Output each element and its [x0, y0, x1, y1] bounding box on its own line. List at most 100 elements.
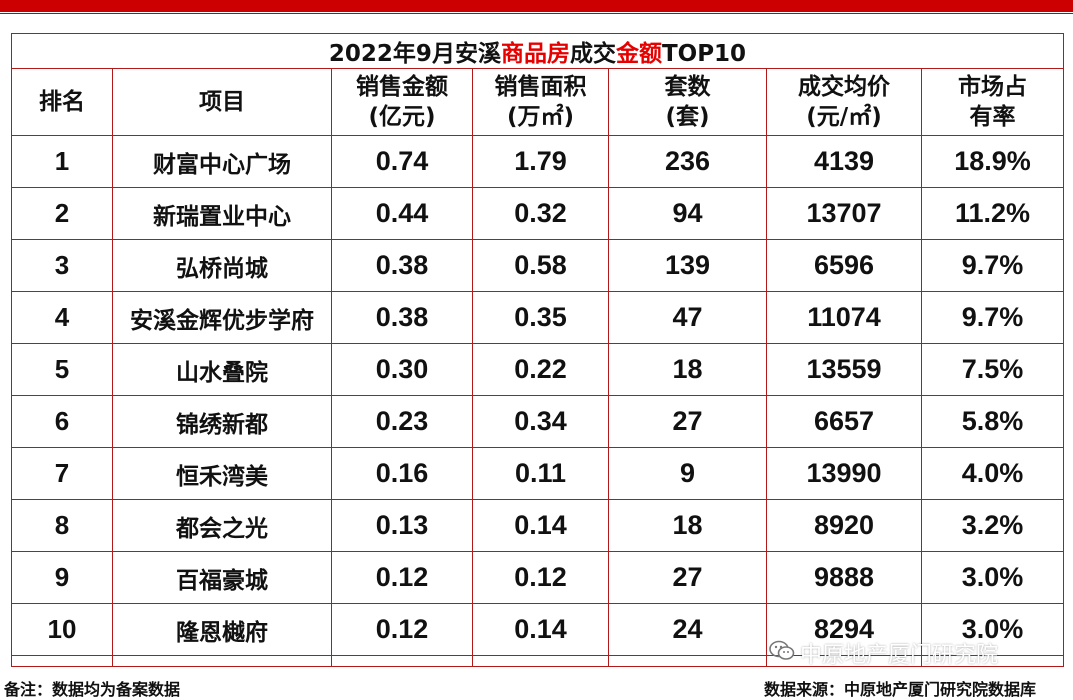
- cell-project: 弘桥尚城: [112, 239, 332, 292]
- blank-cell: [608, 655, 767, 667]
- cell-rank: 10: [11, 603, 113, 656]
- table-row: 5 山水叠院 0.30 0.22 18 13559 7.5%: [11, 343, 1064, 396]
- cell-amount: 0.38: [331, 291, 473, 344]
- header-units: 套数 (套): [608, 68, 767, 136]
- cell-price: 8920: [766, 499, 922, 552]
- cell-amount: 0.12: [331, 551, 473, 604]
- cell-project: 山水叠院: [112, 343, 332, 396]
- cell-share: 7.5%: [921, 343, 1064, 396]
- cell-units: 94: [608, 187, 767, 240]
- cell-units: 24: [608, 603, 767, 656]
- blank-cell: [472, 655, 609, 667]
- cell-amount: 0.30: [331, 343, 473, 396]
- cell-area: 0.11: [472, 447, 609, 500]
- title-prefix: 2022年9月安溪: [328, 41, 501, 67]
- cell-units: 47: [608, 291, 767, 344]
- table-row: 8 都会之光 0.13 0.14 18 8920 3.2%: [11, 499, 1064, 552]
- cell-rank: 8: [11, 499, 113, 552]
- header-area: 销售面积 (万㎡): [472, 68, 609, 136]
- cell-share: 9.7%: [921, 291, 1064, 344]
- cell-rank: 3: [11, 239, 113, 292]
- cell-project: 锦绣新都: [112, 395, 332, 448]
- cell-share: 4.0%: [921, 447, 1064, 500]
- top-red-bar: [0, 0, 1073, 14]
- cell-project: 百福豪城: [112, 551, 332, 604]
- header-project: 项目: [112, 68, 332, 136]
- cell-price: 13990: [766, 447, 922, 500]
- cell-rank: 1: [11, 135, 113, 188]
- cell-price: 6596: [766, 239, 922, 292]
- table-row: 4 安溪金辉优步学府 0.38 0.35 47 11074 9.7%: [11, 291, 1064, 344]
- cell-amount: 0.12: [331, 603, 473, 656]
- cell-units: 18: [608, 499, 767, 552]
- table-row: 2 新瑞置业中心 0.44 0.32 94 13707 11.2%: [11, 187, 1064, 240]
- blank-cell: [921, 655, 1064, 667]
- cell-rank: 5: [11, 343, 113, 396]
- cell-price: 13559: [766, 343, 922, 396]
- table-row: 3 弘桥尚城 0.38 0.58 139 6596 9.7%: [11, 239, 1064, 292]
- cell-units: 236: [608, 135, 767, 188]
- cell-price: 6657: [766, 395, 922, 448]
- cell-units: 9: [608, 447, 767, 500]
- footer-source: 数据来源：中原地产厦门研究院数据库: [764, 680, 1037, 699]
- cell-units: 139: [608, 239, 767, 292]
- table-row: 7 恒禾湾美 0.16 0.11 9 13990 4.0%: [11, 447, 1064, 500]
- cell-project: 都会之光: [112, 499, 332, 552]
- cell-share: 18.9%: [921, 135, 1064, 188]
- cell-project: 财富中心广场: [112, 135, 332, 188]
- cell-amount: 0.38: [331, 239, 473, 292]
- footer-note: 备注：数据均为备案数据: [4, 680, 181, 699]
- cell-share: 3.0%: [921, 551, 1064, 604]
- cell-amount: 0.74: [331, 135, 473, 188]
- cell-area: 0.58: [472, 239, 609, 292]
- cell-area: 0.12: [472, 551, 609, 604]
- table-row: 1 财富中心广场 0.74 1.79 236 4139 18.9%: [11, 135, 1064, 188]
- cell-share: 3.2%: [921, 499, 1064, 552]
- cell-area: 0.32: [472, 187, 609, 240]
- title-middle: 成交: [569, 41, 616, 67]
- cell-price: 13707: [766, 187, 922, 240]
- cell-share: 11.2%: [921, 187, 1064, 240]
- cell-project: 安溪金辉优步学府: [112, 291, 332, 344]
- cell-price: 4139: [766, 135, 922, 188]
- header-amount: 销售金额 (亿元): [331, 68, 473, 136]
- cell-project: 恒禾湾美: [112, 447, 332, 500]
- ranking-table: 2022年9月安溪商品房成交金额TOP10 排名 项目 销售金额 (亿元) 销售面…: [11, 33, 1064, 667]
- table-row: 6 锦绣新都 0.23 0.34 27 6657 5.8%: [11, 395, 1064, 448]
- title-highlight-commercial: 商品房: [500, 41, 570, 67]
- table-title: 2022年9月安溪商品房成交金额TOP10: [11, 33, 1064, 69]
- cell-price: 8294: [766, 603, 922, 656]
- blank-cell: [11, 655, 113, 667]
- cell-share: 9.7%: [921, 239, 1064, 292]
- cell-amount: 0.44: [331, 187, 473, 240]
- title-suffix: TOP10: [661, 41, 747, 67]
- cell-rank: 2: [11, 187, 113, 240]
- cell-rank: 7: [11, 447, 113, 500]
- cell-area: 0.14: [472, 603, 609, 656]
- cell-units: 27: [608, 551, 767, 604]
- cell-price: 9888: [766, 551, 922, 604]
- header-price: 成交均价 (元/㎡): [766, 68, 922, 136]
- cell-area: 0.22: [472, 343, 609, 396]
- cell-units: 18: [608, 343, 767, 396]
- cell-project: 隆恩樾府: [112, 603, 332, 656]
- cell-amount: 0.13: [331, 499, 473, 552]
- cell-units: 27: [608, 395, 767, 448]
- table-row: 9 百福豪城 0.12 0.12 27 9888 3.0%: [11, 551, 1064, 604]
- cell-project: 新瑞置业中心: [112, 187, 332, 240]
- cell-rank: 4: [11, 291, 113, 344]
- header-rank: 排名: [11, 68, 113, 136]
- cell-share: 5.8%: [921, 395, 1064, 448]
- cell-area: 0.14: [472, 499, 609, 552]
- cell-rank: 9: [11, 551, 113, 604]
- cell-area: 1.79: [472, 135, 609, 188]
- blank-cell: [331, 655, 473, 667]
- cell-price: 11074: [766, 291, 922, 344]
- blank-cell: [112, 655, 332, 667]
- watermark-account-name: 中原地产厦门研究院: [800, 643, 999, 668]
- cell-amount: 0.16: [331, 447, 473, 500]
- cell-area: 0.35: [472, 291, 609, 344]
- cell-amount: 0.23: [331, 395, 473, 448]
- wechat-icon: [769, 640, 795, 660]
- title-highlight-amount: 金额: [615, 41, 662, 67]
